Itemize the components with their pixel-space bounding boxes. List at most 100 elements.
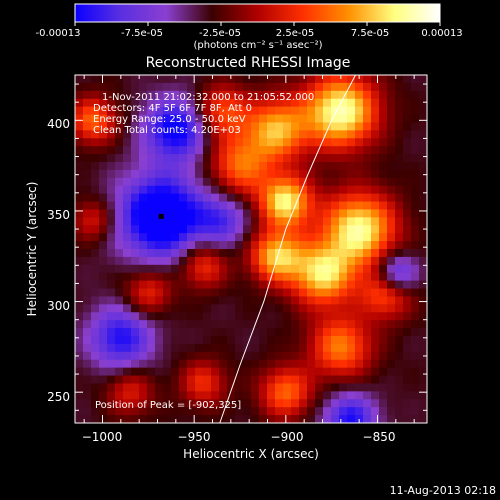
heatmap-cell xyxy=(275,320,284,329)
heatmap-cell xyxy=(387,296,396,305)
heatmap-cell xyxy=(75,225,84,234)
heatmap-cell xyxy=(75,375,84,384)
heatmap-cell xyxy=(179,209,188,218)
heatmap-cell xyxy=(299,233,308,242)
heatmap-cell xyxy=(163,169,172,179)
heatmap-cell xyxy=(355,169,364,179)
heatmap-cell xyxy=(347,407,356,416)
heatmap-cell xyxy=(83,328,92,337)
heatmap-cell xyxy=(179,122,188,131)
heatmap-cell xyxy=(195,75,204,84)
heatmap-cell xyxy=(347,288,356,297)
y-tick-label-1: 300 xyxy=(47,299,70,313)
heatmap-cell xyxy=(235,114,244,123)
heatmap-cell xyxy=(291,407,300,416)
heatmap-cell xyxy=(419,122,428,131)
heatmap-cell xyxy=(403,241,412,250)
heatmap-cell xyxy=(307,169,316,179)
heatmap-cell xyxy=(131,399,140,408)
heatmap-cell xyxy=(99,75,108,84)
heatmap-cell xyxy=(155,359,164,369)
heatmap-cell xyxy=(203,98,212,108)
heatmap-cell xyxy=(395,312,404,321)
heatmap-cell xyxy=(75,185,84,195)
heatmap-cell xyxy=(291,90,300,100)
heatmap-cell xyxy=(187,312,196,321)
heatmap-cell xyxy=(187,233,196,242)
heatmap-cell xyxy=(235,288,244,297)
heatmap-cell xyxy=(171,82,180,92)
heatmap-cell xyxy=(347,359,356,369)
heatmap-cell xyxy=(243,122,252,131)
heatmap-cell xyxy=(155,351,164,361)
heatmap-cell xyxy=(259,217,268,226)
heatmap-cell xyxy=(139,209,148,218)
heatmap-cell xyxy=(155,399,164,408)
heatmap-cell xyxy=(115,399,124,408)
heatmap-cell xyxy=(163,280,172,289)
heatmap-cell xyxy=(163,177,172,187)
heatmap-cell xyxy=(347,233,356,242)
heatmap-cell xyxy=(107,233,116,242)
heatmap-cell xyxy=(171,249,180,258)
heatmap-cell xyxy=(139,98,148,108)
heatmap-cell xyxy=(323,351,332,361)
heatmap-cell xyxy=(107,256,116,266)
heatmap-cell xyxy=(259,130,268,139)
heatmap-cell xyxy=(235,367,244,376)
heatmap-cell xyxy=(131,114,140,123)
heatmap-cell xyxy=(339,367,348,376)
heatmap-cell xyxy=(267,280,276,289)
heatmap-cell xyxy=(419,114,428,123)
heatmap-cell xyxy=(75,304,84,313)
heatmap-cell xyxy=(299,328,308,337)
heatmap-cell xyxy=(355,185,364,195)
heatmap-cell xyxy=(403,415,412,424)
heatmap-cell xyxy=(347,249,356,258)
heatmap-cell xyxy=(243,407,252,416)
heatmap-cell xyxy=(371,328,380,337)
heatmap-cell xyxy=(75,130,84,139)
heatmap-cell xyxy=(83,185,92,195)
heatmap-cell xyxy=(147,367,156,376)
heatmap-cell xyxy=(187,399,196,408)
heatmap-cell xyxy=(411,225,420,234)
heatmap-cell xyxy=(107,351,116,361)
heatmap-cell xyxy=(203,225,212,234)
heatmap-cell xyxy=(195,359,204,369)
heatmap-cell xyxy=(355,114,364,123)
heatmap-cell xyxy=(139,272,148,282)
heatmap-cell xyxy=(155,383,164,392)
heatmap-cell xyxy=(251,296,260,305)
heatmap-cell xyxy=(83,90,92,100)
heatmap-cell xyxy=(307,209,316,218)
heatmap-cell xyxy=(251,312,260,321)
heatmap-cell xyxy=(203,154,212,163)
heatmap-cell xyxy=(131,233,140,242)
heatmap-cell xyxy=(307,185,316,195)
heatmap-cell xyxy=(267,201,276,210)
heatmap-cell xyxy=(267,106,276,115)
heatmap-cell xyxy=(203,351,212,361)
heatmap-cell xyxy=(155,201,164,210)
heatmap-cell xyxy=(131,272,140,282)
heatmap-cell xyxy=(227,272,236,282)
heatmap-cell xyxy=(219,264,228,274)
heatmap-cell xyxy=(195,272,204,282)
heatmap-cell xyxy=(331,336,340,345)
heatmap-cell xyxy=(403,162,412,171)
heatmap-cell xyxy=(371,249,380,258)
heatmap-cell xyxy=(219,256,228,266)
heatmap-cell xyxy=(339,288,348,297)
heatmap-cell xyxy=(395,256,404,266)
heatmap-cell xyxy=(235,383,244,392)
heatmap-cell xyxy=(163,343,172,353)
heatmap-cell xyxy=(283,98,292,108)
heatmap-cell xyxy=(163,130,172,139)
heatmap-cell xyxy=(347,138,356,147)
heatmap-cell xyxy=(347,399,356,408)
heatmap-cell xyxy=(115,264,124,274)
heatmap-cell xyxy=(251,106,260,115)
heatmap-cell xyxy=(307,272,316,282)
heatmap-cell xyxy=(323,407,332,416)
